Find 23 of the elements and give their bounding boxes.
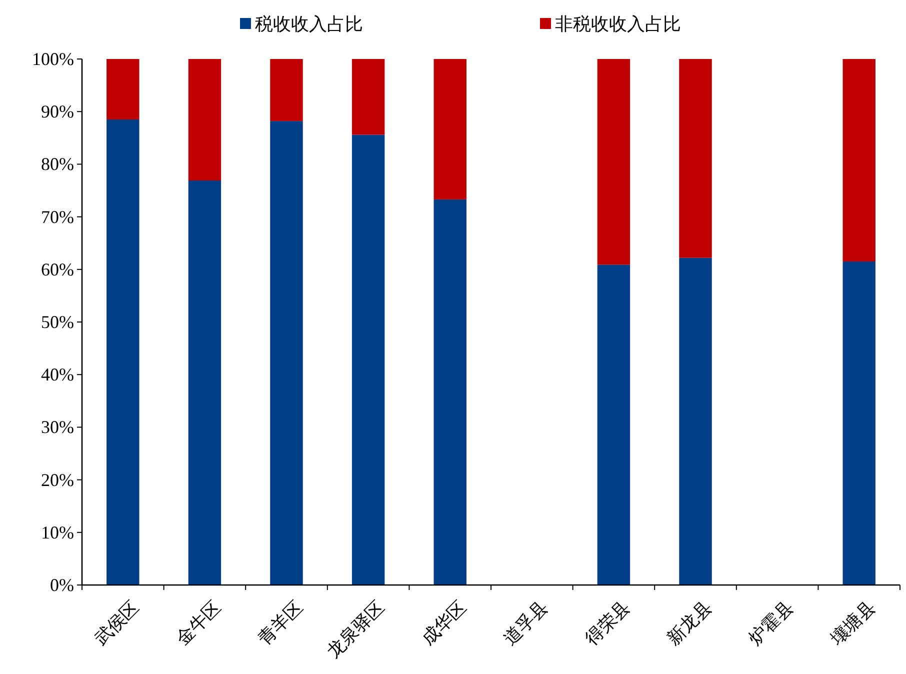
legend-label: 非税收收入占比 — [555, 14, 681, 34]
y-tick-label: 80% — [41, 154, 74, 174]
x-tick-label: 炉霍县 — [744, 596, 798, 650]
y-tick-label: 0% — [50, 575, 74, 595]
x-tick-label: 龙泉驿区 — [323, 596, 388, 662]
y-tick-label: 40% — [41, 364, 74, 385]
x-tick-label: 新龙县 — [663, 596, 716, 650]
x-tick-label: 青羊区 — [254, 596, 306, 650]
y-tick-label: 90% — [41, 102, 74, 122]
y-tick-label: 70% — [41, 206, 74, 227]
x-tick-label: 金牛区 — [172, 596, 225, 650]
x-tick-label: 道孚县 — [499, 596, 552, 650]
x-tick-label: 得荣县 — [581, 596, 634, 650]
legend-label: 税收收入占比 — [255, 14, 363, 34]
y-tick-label: 60% — [41, 259, 74, 280]
y-tick-label: 50% — [41, 312, 74, 332]
y-tick-label: 30% — [41, 417, 74, 438]
x-tick-label: 武侯区 — [90, 596, 143, 650]
y-tick-label: 20% — [41, 470, 74, 490]
x-tick-label: 成华区 — [418, 596, 470, 650]
y-tick-label: 100% — [32, 49, 74, 69]
x-tick-label: 壤塘县 — [826, 596, 879, 650]
y-tick-label: 10% — [41, 522, 74, 542]
